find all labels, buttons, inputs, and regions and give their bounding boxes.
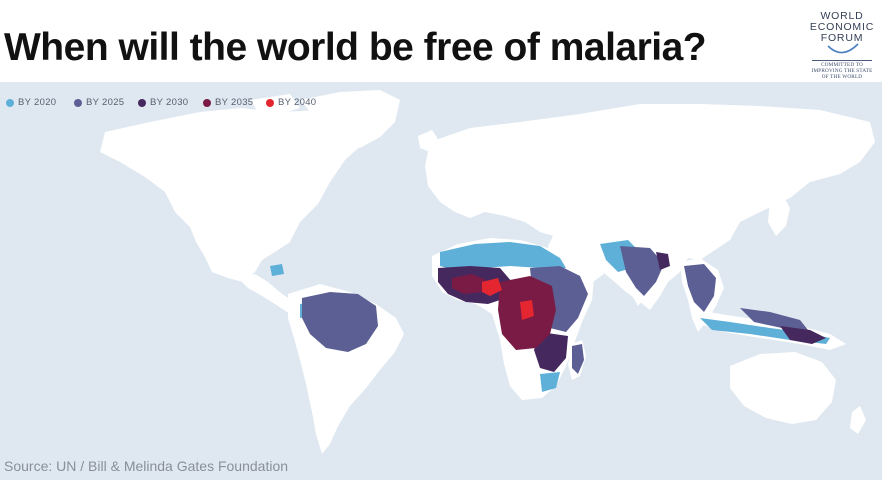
header: When will the world be free of malaria? … (0, 0, 882, 82)
logo-line-1: WORLD (820, 10, 864, 22)
world-map: BY 2020 BY 2025 BY 2030 BY 2035 BY 2040 (0, 82, 882, 480)
australia (730, 352, 836, 424)
legend-label: BY 2030 (150, 97, 189, 108)
japan (768, 194, 790, 236)
central-america (238, 274, 300, 314)
legend-swatch (138, 99, 146, 107)
legend-label: BY 2035 (215, 97, 254, 108)
legend-label: BY 2025 (86, 97, 125, 108)
zone-by-2040 (482, 278, 534, 320)
legend-label: BY 2040 (278, 97, 317, 108)
logo-divider (812, 60, 872, 61)
north-america (100, 104, 380, 282)
eurasia (425, 104, 875, 310)
uk-iceland (418, 130, 440, 152)
zone-by-2030 (438, 252, 826, 372)
logo-line-3: FORUM (820, 32, 864, 44)
world-map-svg (100, 90, 875, 454)
legend-swatch (74, 99, 82, 107)
logo-line-2: ECONOMIC (809, 21, 875, 33)
legend-swatch (266, 99, 274, 107)
wef-logo: WORLD ECONOMIC FORUM COMMITTED TO IMPROV… (806, 8, 878, 80)
logo-tagline-3: OF THE WORLD (821, 74, 863, 80)
logo-arc-icon (827, 43, 859, 54)
new-zealand (850, 406, 866, 434)
greenland (300, 90, 400, 148)
zone-by-2025 (302, 246, 808, 374)
legend-swatch (203, 99, 211, 107)
logo-tagline-2: IMPROVING THE STATE (811, 68, 873, 74)
legend-label: BY 2020 (18, 97, 57, 108)
logo-tagline-1: COMMITTED TO (821, 62, 863, 68)
page-title: When will the world be free of malaria? (4, 26, 707, 69)
legend-swatch (6, 99, 14, 107)
source-credit: Source: UN / Bill & Melinda Gates Founda… (4, 458, 289, 474)
arctic-islands (250, 94, 300, 114)
